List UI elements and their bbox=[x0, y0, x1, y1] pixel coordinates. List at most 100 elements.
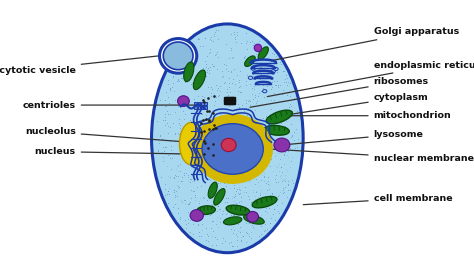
Point bbox=[260, 54, 268, 59]
Point bbox=[270, 97, 278, 102]
Point bbox=[224, 196, 232, 200]
Point bbox=[202, 207, 210, 211]
Point bbox=[228, 141, 235, 145]
Point bbox=[227, 239, 235, 244]
Point bbox=[264, 69, 272, 74]
Point bbox=[265, 57, 273, 61]
Point bbox=[164, 123, 172, 128]
Point bbox=[260, 171, 267, 175]
Point bbox=[231, 210, 238, 215]
Point bbox=[258, 158, 265, 163]
Point bbox=[272, 218, 279, 222]
Point bbox=[246, 40, 254, 44]
Point bbox=[236, 200, 243, 204]
Point bbox=[173, 167, 180, 171]
Point bbox=[227, 223, 235, 227]
Point bbox=[235, 171, 243, 176]
Point bbox=[248, 200, 255, 205]
Text: endoplasmic reticulum: endoplasmic reticulum bbox=[267, 61, 474, 97]
Point bbox=[241, 175, 248, 180]
Point bbox=[266, 74, 273, 79]
Point bbox=[278, 201, 286, 206]
Point bbox=[291, 96, 298, 100]
Point bbox=[240, 148, 247, 152]
Point bbox=[234, 228, 241, 233]
Point bbox=[208, 170, 215, 174]
Point bbox=[237, 166, 245, 170]
Point bbox=[260, 138, 268, 142]
Point bbox=[271, 145, 278, 149]
Point bbox=[268, 51, 276, 55]
Point bbox=[228, 181, 236, 185]
Point bbox=[292, 127, 300, 131]
Point bbox=[263, 119, 271, 123]
Point bbox=[166, 86, 174, 91]
Text: mitochondrion: mitochondrion bbox=[282, 111, 451, 120]
Point bbox=[164, 131, 172, 135]
Point bbox=[231, 150, 238, 155]
Point bbox=[288, 109, 296, 113]
Point bbox=[204, 66, 212, 70]
Point bbox=[181, 70, 189, 74]
Point bbox=[216, 207, 224, 211]
Point bbox=[245, 61, 253, 65]
Ellipse shape bbox=[244, 215, 264, 224]
Point bbox=[219, 189, 227, 193]
Point bbox=[253, 189, 260, 194]
Ellipse shape bbox=[197, 206, 215, 214]
Point bbox=[227, 213, 235, 218]
Point bbox=[207, 186, 215, 190]
Point bbox=[223, 223, 231, 227]
Point bbox=[273, 70, 281, 74]
Point bbox=[191, 195, 198, 200]
Point bbox=[206, 178, 213, 182]
Point bbox=[283, 92, 291, 97]
Point bbox=[180, 173, 188, 177]
Point bbox=[188, 188, 195, 193]
Point bbox=[274, 83, 282, 87]
Point bbox=[212, 154, 220, 159]
Point bbox=[212, 82, 220, 87]
Point bbox=[193, 71, 201, 75]
Point bbox=[226, 218, 233, 223]
Point bbox=[210, 127, 218, 131]
Ellipse shape bbox=[274, 138, 290, 152]
Point bbox=[230, 183, 238, 187]
Point bbox=[281, 177, 288, 181]
Point bbox=[168, 85, 175, 89]
Point bbox=[221, 80, 228, 84]
Point bbox=[261, 150, 269, 154]
Point bbox=[262, 181, 270, 185]
Point bbox=[293, 145, 301, 149]
Point bbox=[184, 202, 192, 207]
Point bbox=[241, 54, 249, 58]
Point bbox=[191, 209, 199, 213]
Point bbox=[288, 134, 296, 138]
Point bbox=[163, 164, 171, 168]
Point bbox=[280, 176, 288, 181]
Point bbox=[160, 149, 167, 153]
Point bbox=[263, 88, 270, 92]
Point bbox=[280, 152, 287, 156]
Point bbox=[206, 37, 214, 41]
Point bbox=[209, 229, 217, 233]
Point bbox=[251, 133, 258, 137]
Point bbox=[242, 138, 249, 142]
Point bbox=[236, 184, 243, 189]
Point bbox=[177, 179, 185, 184]
Point bbox=[242, 127, 249, 132]
Point bbox=[214, 209, 221, 213]
Point bbox=[250, 226, 257, 231]
Point bbox=[237, 142, 245, 146]
Point bbox=[257, 232, 264, 236]
Point bbox=[285, 108, 293, 112]
Point bbox=[237, 238, 244, 242]
Point bbox=[156, 132, 164, 137]
Point bbox=[237, 146, 245, 150]
Point bbox=[249, 170, 256, 174]
Point bbox=[181, 117, 188, 121]
Point bbox=[176, 161, 183, 166]
Point bbox=[259, 75, 267, 80]
Point bbox=[242, 240, 250, 244]
Point bbox=[248, 92, 255, 96]
